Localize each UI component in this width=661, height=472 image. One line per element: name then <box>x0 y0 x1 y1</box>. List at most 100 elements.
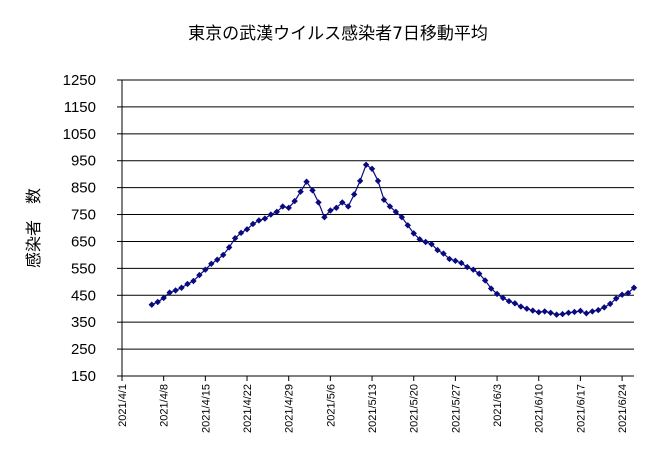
y-tick-label: 850 <box>71 180 96 197</box>
data-point <box>464 263 471 271</box>
x-tick-label: 2021/6/10 <box>534 384 546 433</box>
data-point <box>350 191 358 198</box>
data-point <box>565 309 572 316</box>
y-tick-label: 1050 <box>63 126 96 143</box>
data-point <box>261 215 269 222</box>
data-point <box>440 250 447 257</box>
data-point <box>410 230 417 237</box>
data-point <box>362 161 370 168</box>
data-point <box>154 298 161 306</box>
data-point <box>487 285 495 292</box>
y-tick-label: 950 <box>71 153 96 170</box>
data-point <box>541 308 548 315</box>
data-point <box>368 165 376 172</box>
data-point <box>434 246 441 254</box>
data-point <box>624 289 632 297</box>
x-tick-label: 2021/5/6 <box>325 384 337 427</box>
data-point <box>535 309 542 316</box>
data-point <box>428 240 435 248</box>
data-point <box>333 204 340 212</box>
data-point <box>481 277 489 284</box>
x-axis-ticks: 2021/4/1 2021/4/8 2021/4/15 2021/4/22 2021/4… <box>117 376 629 433</box>
data-point <box>577 307 584 315</box>
data-point <box>208 260 215 267</box>
data-point <box>309 187 316 194</box>
data-point <box>148 301 155 308</box>
y-axis-ticks: 150 250 350 450 550 650 750 850 950 1050 1150 1250 <box>63 72 122 385</box>
data-point <box>327 207 334 214</box>
y-tick-label: 550 <box>71 260 96 277</box>
x-tick-label: 2021/4/22 <box>242 384 254 433</box>
axes <box>121 80 634 377</box>
y-tick-label: 1250 <box>63 72 96 89</box>
x-tick-label: 2021/6/3 <box>492 384 504 427</box>
data-point <box>267 211 275 218</box>
data-point <box>422 238 429 246</box>
data-point <box>356 177 364 185</box>
data-point <box>202 266 209 273</box>
data-point <box>553 311 560 318</box>
data-point <box>416 236 423 243</box>
data-point <box>618 291 626 298</box>
x-tick-label: 2021/5/27 <box>450 384 462 433</box>
data-point <box>214 256 221 263</box>
series-line <box>151 163 635 316</box>
data-point <box>559 310 566 318</box>
y-axis-label: 感染者 数 <box>24 188 43 268</box>
x-tick-label: 2021/6/24 <box>617 384 629 433</box>
data-point <box>517 303 525 310</box>
chart-title: 東京の武漢ウイルス感染者7日移動平均 <box>188 24 488 44</box>
data-point <box>339 199 346 206</box>
data-point <box>303 178 310 185</box>
data-point <box>321 214 328 221</box>
data-point <box>630 284 638 291</box>
data-point <box>184 280 191 288</box>
y-tick-label: 150 <box>71 368 96 385</box>
data-point <box>297 188 304 195</box>
y-tick-label: 350 <box>71 314 96 331</box>
data-point <box>446 255 453 263</box>
data-point <box>196 271 203 279</box>
data-point <box>178 284 185 291</box>
data-point <box>571 308 578 316</box>
grid-lines <box>122 79 634 350</box>
data-point <box>583 310 590 317</box>
data-point <box>476 270 483 277</box>
y-tick-label: 650 <box>71 233 96 250</box>
data-point <box>231 235 239 242</box>
data-point <box>291 197 298 205</box>
data-point <box>273 208 280 216</box>
data-point <box>529 307 536 314</box>
data-point <box>547 309 554 316</box>
data-point <box>601 304 608 311</box>
x-tick-label: 2021/5/20 <box>409 384 421 433</box>
data-point <box>452 257 459 265</box>
data-point <box>511 300 519 307</box>
data-point <box>243 226 251 233</box>
data-point <box>315 199 322 206</box>
x-tick-label: 2021/4/1 <box>117 384 129 427</box>
data-point <box>595 306 602 314</box>
data-point <box>386 203 394 210</box>
x-tick-label: 2021/5/13 <box>367 384 379 433</box>
y-tick-label: 450 <box>71 287 96 304</box>
data-point <box>345 203 352 210</box>
data-point <box>523 305 531 312</box>
data-point <box>279 203 286 210</box>
data-point <box>404 222 411 229</box>
data-point <box>458 259 465 267</box>
data-point <box>499 294 507 302</box>
data-point <box>160 294 167 302</box>
data-point <box>374 177 382 185</box>
data-point <box>493 290 501 298</box>
data-point <box>237 229 245 237</box>
data-point <box>190 277 197 285</box>
data-series <box>148 161 638 318</box>
data-point <box>380 196 388 203</box>
x-tick-label: 2021/4/29 <box>284 384 296 433</box>
y-tick-label: 1150 <box>64 99 96 116</box>
data-point <box>249 220 257 228</box>
data-point <box>612 295 620 302</box>
